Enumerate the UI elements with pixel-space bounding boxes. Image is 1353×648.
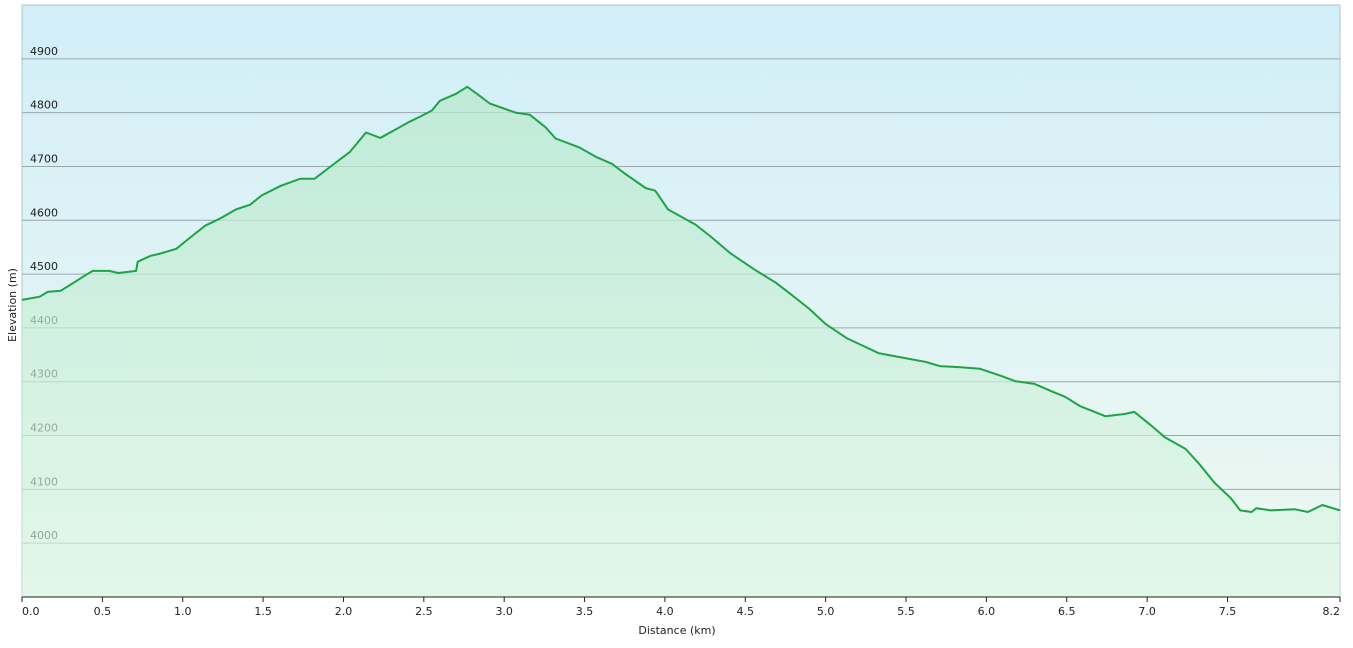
area-fill <box>22 86 1340 598</box>
x-tick-label: 4.0 <box>656 605 674 618</box>
x-tick-label: 6.5 <box>1058 605 1076 618</box>
y-axis-label: Elevation (m) <box>6 268 19 342</box>
x-tick-label: 7.0 <box>1138 605 1156 618</box>
x-tick-label: 2.0 <box>335 605 353 618</box>
x-tick-label: 3.5 <box>576 605 594 618</box>
x-axis-label: Distance (km) <box>638 624 715 637</box>
x-tick-label: 7.5 <box>1219 605 1237 618</box>
x-tick-label: 5.0 <box>817 605 835 618</box>
y-tick-label: 4900 <box>30 45 58 58</box>
x-tick-label: 1.5 <box>254 605 272 618</box>
x-tick-label: 5.5 <box>897 605 915 618</box>
y-tick-label: 4800 <box>30 99 58 112</box>
x-tick-label: 1.0 <box>174 605 192 618</box>
x-tick-label: 0.5 <box>94 605 112 618</box>
x-tick-label: 3.0 <box>495 605 513 618</box>
x-tick-label: 4.5 <box>737 605 755 618</box>
x-tick-label: 2.5 <box>415 605 433 618</box>
x-tick-label: 8.2 <box>1323 605 1341 618</box>
y-tick-label: 4500 <box>30 260 58 273</box>
x-tick-label: 0.0 <box>22 605 40 618</box>
y-tick-label: 4600 <box>30 206 58 219</box>
elevation-line <box>21 85 1341 513</box>
y-tick-label: 4700 <box>30 152 58 165</box>
x-tick-label: 6.0 <box>978 605 996 618</box>
